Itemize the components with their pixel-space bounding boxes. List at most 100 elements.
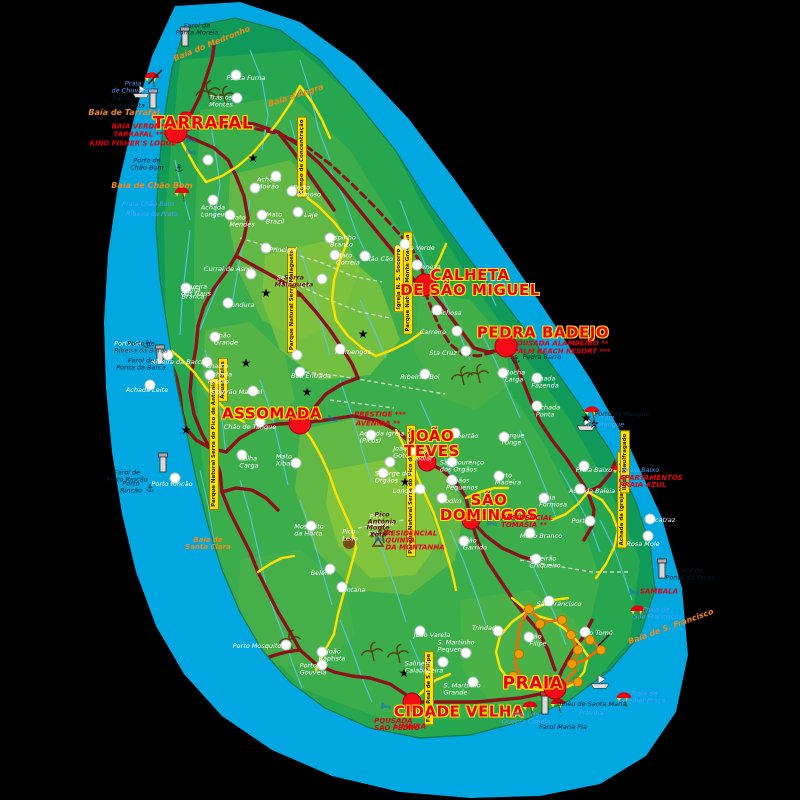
village-dot: [408, 444, 420, 456]
village-dot: [316, 646, 328, 658]
village-dot: [458, 535, 470, 547]
village-dot: [249, 182, 261, 194]
village-dot: [437, 656, 449, 668]
village-dot: [531, 372, 543, 384]
anchor-icon: ⚓: [174, 163, 184, 175]
junction-dot: [514, 649, 524, 659]
village-dot: [230, 69, 242, 81]
village-dot: [236, 449, 248, 461]
village-dot: [305, 520, 317, 532]
village-dot: [446, 474, 458, 486]
junction-dot: [524, 604, 534, 614]
village-dot: [524, 527, 536, 539]
village-dot: [365, 429, 377, 441]
junction-dot: [573, 645, 583, 655]
monument-star-icon: ★: [580, 411, 592, 425]
village-dot: [414, 625, 426, 637]
village-dot: [222, 297, 234, 309]
monument-star-icon: ★: [247, 151, 259, 165]
village-dot: [324, 563, 336, 575]
village-dot: [292, 206, 304, 218]
village-dot: [498, 431, 510, 443]
monument-star-icon: ★: [398, 666, 410, 680]
village-dot: [523, 631, 535, 643]
village-dot: [543, 595, 555, 607]
village-dot: [180, 282, 192, 294]
village-dot: [231, 92, 243, 104]
village-dot: [411, 259, 423, 271]
village-dot: [291, 349, 303, 361]
village-dot: [256, 209, 268, 221]
junction-dot: [596, 645, 606, 655]
village-dot: [497, 367, 509, 379]
junction-dot: [535, 619, 545, 629]
city-dot-praia[interactable]: [543, 676, 567, 700]
village-dot: [644, 513, 656, 525]
village-dot: [204, 369, 216, 381]
village-dot: [207, 194, 219, 206]
village-dot: [449, 427, 461, 439]
city-dot-calheta-de-s-o-miguel[interactable]: [413, 273, 437, 297]
village-dot: [492, 625, 504, 637]
hotel-bed-icon: 🛏: [486, 518, 498, 528]
village-dot: [584, 515, 596, 527]
city-dot-cidade-velha[interactable]: [402, 692, 422, 712]
village-dot: [451, 325, 463, 337]
city-dot-assomada[interactable]: [288, 411, 312, 435]
hotel-bed-icon: 🛏: [380, 701, 392, 711]
village-dot: [260, 242, 272, 254]
village-dot: [377, 467, 389, 479]
hotel-bed-icon: 🛏: [628, 587, 640, 597]
village-dot: [574, 483, 586, 495]
village-dot: [169, 472, 181, 484]
hotel-bed-icon: 🛏: [185, 135, 197, 145]
village-dot: [384, 456, 396, 468]
monument-star-icon: ★: [180, 423, 192, 437]
monument-star-icon: ★: [301, 385, 313, 399]
monument-star-icon: ★: [240, 356, 252, 370]
village-dot: [460, 647, 472, 659]
village-dot: [446, 456, 458, 468]
village-dot: [254, 416, 266, 428]
village-dot: [578, 460, 590, 472]
junction-dot: [567, 659, 577, 669]
village-dot: [144, 379, 156, 391]
village-dot: [316, 659, 328, 671]
village-dot: [436, 492, 448, 504]
village-dot: [642, 530, 654, 542]
monument-star-icon: ★: [399, 475, 411, 489]
village-dot: [280, 639, 292, 651]
city-dot-jo-o-teves[interactable]: [417, 452, 437, 472]
village-dot: [334, 343, 346, 355]
hotel-bed-icon: 🛏: [327, 414, 339, 424]
village-dot: [245, 268, 257, 280]
village-dot: [294, 366, 306, 378]
hotel-bed-icon: 🛏: [513, 343, 525, 353]
village-dot: [431, 304, 443, 316]
junction-dot: [557, 615, 567, 625]
junction-dot: [573, 677, 583, 687]
junction-dot: [585, 635, 595, 645]
village-dot: [202, 154, 214, 166]
village-dot: [460, 345, 472, 357]
village-dot: [286, 185, 298, 197]
junction-dot: [566, 630, 576, 640]
village-dot: [224, 209, 236, 221]
city-dot-tarrafal[interactable]: [164, 120, 188, 144]
city-dot-pedra-badejo[interactable]: [494, 334, 518, 358]
village-dot: [324, 232, 336, 244]
anchor-icon: ⚓: [142, 339, 152, 351]
hotel-bed-icon: 🛏: [620, 475, 632, 485]
village-dot: [336, 581, 348, 593]
monument-star-icon: ★: [588, 417, 600, 431]
hotel-bed-icon: 🛏: [185, 123, 197, 133]
village-dot: [419, 368, 431, 380]
village-dot: [467, 676, 479, 688]
junction-dot: [508, 671, 518, 681]
village-dot: [270, 170, 282, 182]
hotel-bed-icon: 🛏: [185, 147, 197, 157]
city-dot-s-o-domingos[interactable]: [461, 510, 481, 530]
monument-star-icon: ★: [357, 327, 369, 341]
village-dot: [359, 250, 371, 262]
